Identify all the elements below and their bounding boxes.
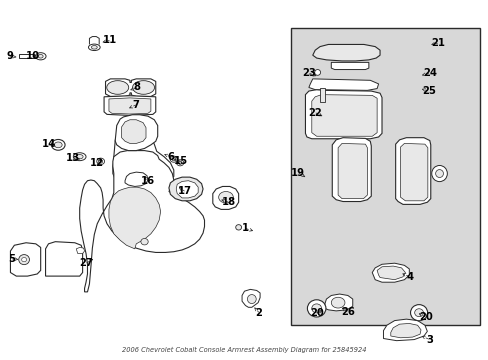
Bar: [290, 28, 479, 325]
Ellipse shape: [73, 153, 86, 161]
Text: 21: 21: [431, 38, 445, 48]
Polygon shape: [337, 143, 366, 199]
Polygon shape: [383, 319, 427, 341]
Polygon shape: [371, 263, 408, 282]
Polygon shape: [115, 115, 158, 150]
Text: 10: 10: [25, 51, 40, 61]
Ellipse shape: [178, 161, 182, 165]
Bar: [320, 88, 325, 102]
Text: 11: 11: [103, 35, 117, 45]
Ellipse shape: [311, 304, 321, 313]
Ellipse shape: [247, 294, 256, 303]
Polygon shape: [125, 172, 148, 186]
Ellipse shape: [330, 297, 344, 308]
Ellipse shape: [99, 159, 102, 163]
Ellipse shape: [35, 53, 46, 60]
Polygon shape: [390, 323, 420, 338]
Polygon shape: [212, 186, 238, 210]
Polygon shape: [331, 138, 370, 202]
Ellipse shape: [307, 300, 325, 317]
Polygon shape: [330, 62, 368, 69]
Text: 27: 27: [79, 258, 93, 268]
Text: 25: 25: [421, 86, 435, 96]
Ellipse shape: [76, 154, 83, 159]
Text: 2: 2: [255, 308, 262, 318]
Text: 22: 22: [308, 108, 322, 118]
Ellipse shape: [170, 156, 177, 162]
Ellipse shape: [106, 81, 128, 94]
Polygon shape: [45, 242, 82, 276]
Ellipse shape: [435, 170, 443, 177]
Text: 2006 Chevrolet Cobalt Console Armrest Assembly Diagram for 25845924: 2006 Chevrolet Cobalt Console Armrest As…: [122, 347, 366, 353]
Ellipse shape: [176, 160, 183, 166]
Polygon shape: [109, 98, 151, 114]
Text: 13: 13: [66, 153, 80, 163]
Text: 1: 1: [242, 224, 248, 233]
Polygon shape: [113, 138, 173, 188]
Text: 9: 9: [6, 51, 13, 61]
Polygon shape: [400, 143, 427, 201]
Ellipse shape: [314, 69, 320, 75]
Text: 19: 19: [290, 168, 305, 178]
Ellipse shape: [235, 225, 241, 230]
Polygon shape: [109, 187, 160, 249]
Ellipse shape: [97, 158, 104, 165]
Text: 5: 5: [8, 254, 15, 264]
Text: 16: 16: [141, 176, 155, 186]
Text: 20: 20: [309, 309, 323, 318]
Text: 8: 8: [133, 82, 141, 93]
Polygon shape: [311, 95, 376, 136]
Polygon shape: [305, 90, 381, 139]
Text: 23: 23: [302, 68, 315, 78]
Polygon shape: [19, 54, 34, 58]
Ellipse shape: [21, 257, 26, 262]
Ellipse shape: [51, 139, 65, 150]
Ellipse shape: [19, 255, 29, 265]
Polygon shape: [168, 177, 203, 201]
Polygon shape: [104, 96, 156, 116]
Polygon shape: [105, 79, 156, 96]
Ellipse shape: [431, 166, 447, 181]
Ellipse shape: [88, 44, 100, 50]
Ellipse shape: [410, 305, 427, 321]
Text: 26: 26: [340, 307, 354, 317]
Polygon shape: [312, 44, 379, 61]
Polygon shape: [242, 289, 260, 307]
Text: 18: 18: [222, 197, 236, 207]
Text: 17: 17: [178, 186, 192, 197]
Text: 6: 6: [166, 152, 174, 162]
Text: 12: 12: [90, 158, 104, 168]
Text: 20: 20: [418, 312, 432, 322]
Text: 14: 14: [41, 139, 56, 149]
Polygon shape: [122, 120, 146, 143]
Ellipse shape: [38, 54, 43, 58]
Text: 4: 4: [406, 272, 413, 282]
Polygon shape: [76, 247, 84, 253]
Text: 24: 24: [422, 68, 436, 78]
Text: 3: 3: [426, 334, 432, 345]
Polygon shape: [80, 150, 204, 292]
Text: 7: 7: [133, 100, 140, 110]
Ellipse shape: [218, 192, 233, 203]
Polygon shape: [325, 294, 352, 311]
Ellipse shape: [132, 81, 154, 94]
Text: 15: 15: [174, 156, 188, 166]
Polygon shape: [308, 79, 378, 90]
Polygon shape: [176, 181, 198, 198]
Ellipse shape: [141, 238, 148, 245]
Ellipse shape: [172, 158, 175, 161]
Ellipse shape: [91, 45, 97, 49]
Polygon shape: [10, 243, 41, 276]
Ellipse shape: [54, 142, 62, 148]
Polygon shape: [395, 138, 430, 204]
Polygon shape: [89, 37, 99, 44]
Ellipse shape: [414, 309, 423, 317]
Polygon shape: [376, 266, 405, 280]
